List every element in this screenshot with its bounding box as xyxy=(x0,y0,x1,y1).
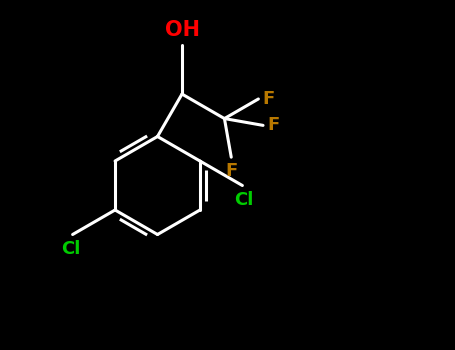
Text: F: F xyxy=(263,90,275,108)
Text: Cl: Cl xyxy=(61,240,81,258)
Text: Cl: Cl xyxy=(234,191,254,209)
Text: OH: OH xyxy=(165,20,199,40)
Text: F: F xyxy=(225,162,238,180)
Text: F: F xyxy=(267,116,279,134)
